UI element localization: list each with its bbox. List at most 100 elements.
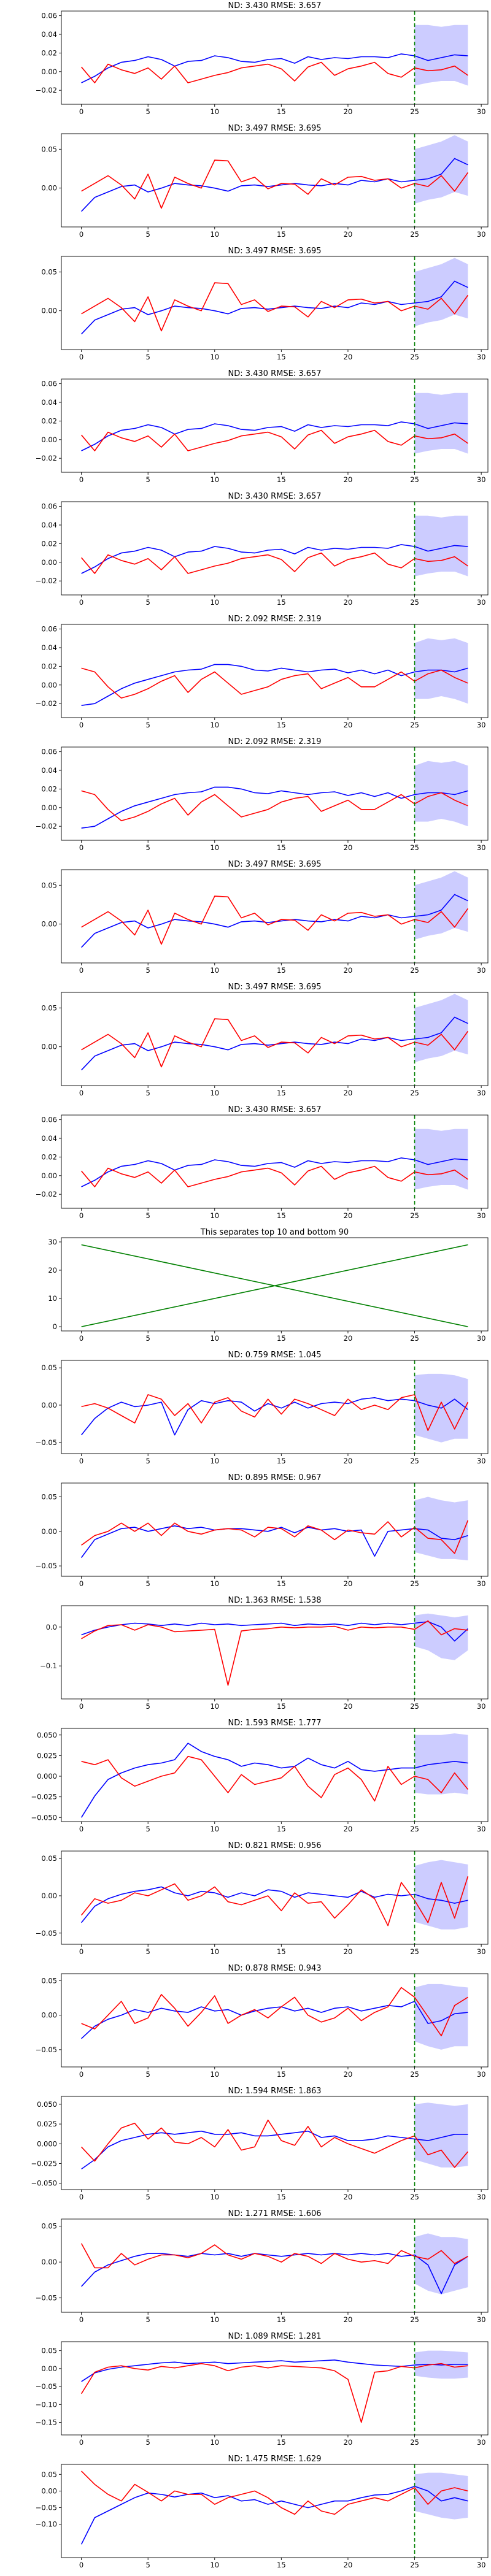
x-tick-label: 0: [79, 721, 83, 729]
y-tick-label: 30: [48, 1238, 57, 1246]
series-line-1: [81, 421, 468, 451]
series-line-2: [80, 552, 468, 574]
axes-frame: [61, 624, 489, 718]
x-tick-label: 25: [410, 475, 419, 484]
x-tick-label: 10: [210, 1211, 219, 1220]
x-tick-label: 10: [210, 107, 219, 116]
x-tick-label: 20: [344, 1702, 353, 1711]
x-tick-label: 10: [210, 2193, 219, 2201]
x-tick-label: 0: [79, 1579, 83, 1588]
x-tick-label: 10: [210, 475, 219, 484]
y-tick-label: 0.00: [41, 920, 57, 929]
y-tick-label: 0.02: [41, 662, 57, 670]
x-tick-label: 0: [79, 107, 83, 116]
y-tick-label: 0.06: [41, 625, 57, 634]
series-line-2: [81, 667, 468, 699]
plot-area: [80, 515, 468, 577]
y-tick-label: 0: [53, 1322, 57, 1331]
x-tick-label: 15: [277, 2561, 286, 2569]
chart-panel-7: ND: 2.092 RMSE: 2.319 0 5 10 15 20 25 30 −0.02 0.…: [36, 737, 489, 852]
y-tick-label: 0.0: [46, 1623, 57, 1631]
x-tick-label: 10: [210, 1947, 219, 1956]
y-tick-label: 0.00: [41, 2486, 57, 2495]
y-tick-label: −0.02: [36, 822, 57, 830]
x-tick-label: 30: [477, 107, 486, 116]
axes-frame: [61, 10, 489, 105]
chart-panel-3: ND: 3.497 RMSE: 3.695 0 5 10 15 20 25 30 0.00 0.0…: [41, 247, 489, 361]
chart-title: ND: 0.821 RMSE: 0.956: [228, 1841, 321, 1850]
x-tick-label: 10: [210, 843, 219, 852]
chart-panel-6: ND: 2.092 RMSE: 2.319 0 5 10 15 20 25 30 −0.02 0.…: [36, 615, 489, 729]
x-tick-label: 25: [410, 2438, 419, 2447]
x-tick-label: 25: [410, 2070, 419, 2079]
x-tick-label: 25: [410, 721, 419, 729]
axes-frame: [61, 2464, 489, 2558]
x-tick-label: 0: [79, 598, 83, 607]
x-tick-label: 0: [79, 1947, 83, 1956]
chart-title: ND: 3.430 RMSE: 3.657: [228, 1, 321, 10]
x-tick-label: 10: [210, 2438, 219, 2447]
axes-frame: [61, 133, 489, 228]
x-tick-label: 15: [277, 475, 286, 484]
x-tick-label: 20: [344, 1825, 353, 1833]
y-tick-label: 0.00: [41, 1527, 57, 1536]
axes-frame: [61, 869, 489, 964]
y-tick-label: −0.05: [36, 1438, 57, 1447]
x-tick-label: 20: [344, 353, 353, 361]
x-tick-label: 5: [146, 107, 150, 116]
chart-title: ND: 3.497 RMSE: 3.695: [228, 983, 321, 992]
forecast-band: [414, 994, 468, 1062]
x-tick-label: 5: [146, 721, 150, 729]
x-tick-label: 10: [210, 1089, 219, 1097]
x-tick-label: 30: [477, 2438, 486, 2447]
series-line-2: [80, 1165, 468, 1187]
series-line-2: [80, 2363, 468, 2423]
chart-title: ND: 0.895 RMSE: 0.967: [228, 1473, 321, 1482]
x-tick-label: 15: [277, 1825, 286, 1833]
x-tick-label: 5: [146, 2438, 150, 2447]
x-tick-label: 30: [477, 1825, 486, 1833]
y-tick-label: −0.025: [31, 1793, 57, 1801]
chart-title: ND: 1.271 RMSE: 1.606: [228, 2209, 321, 2218]
series-line-1: [81, 544, 468, 574]
x-tick-label: 5: [146, 966, 150, 975]
series-line-2: [80, 429, 468, 451]
x-tick-label: 20: [344, 1334, 353, 1343]
chart-title: ND: 3.497 RMSE: 3.695: [228, 124, 321, 133]
x-tick-label: 25: [410, 843, 419, 852]
chart-panel-14: ND: 1.363 RMSE: 1.538 0 5 10 15 20 25 30 −0.1 0.0: [40, 1596, 489, 1711]
x-tick-label: 15: [277, 2315, 286, 2324]
y-tick-label: 0.00: [41, 67, 57, 76]
axes-frame: [61, 1850, 489, 1945]
y-tick-label: 0.02: [41, 48, 57, 57]
x-tick-label: 30: [477, 475, 486, 484]
x-tick-label: 15: [277, 598, 286, 607]
y-tick-label: −0.02: [36, 1190, 57, 1198]
x-tick-label: 20: [344, 598, 353, 607]
x-tick-label: 15: [277, 966, 286, 975]
x-tick-label: 30: [477, 353, 486, 361]
axes-frame: [61, 1237, 489, 1332]
x-tick-label: 15: [277, 843, 286, 852]
x-tick-label: 0: [79, 843, 83, 852]
x-tick-label: 5: [146, 2193, 150, 2201]
y-tick-label: −0.050: [31, 2179, 57, 2188]
x-tick-label: 15: [277, 2438, 286, 2447]
y-tick-label: −0.05: [36, 1562, 57, 1570]
x-tick-label: 5: [146, 1089, 150, 1097]
x-tick-label: 30: [477, 2070, 486, 2079]
x-tick-label: 25: [410, 1947, 419, 1956]
y-tick-label: 0.000: [37, 1772, 57, 1781]
x-tick-label: 25: [410, 2193, 419, 2201]
axes-frame: [61, 1973, 489, 2068]
plot-area: [80, 2233, 468, 2294]
y-tick-label: −0.05: [36, 2382, 57, 2391]
plot-area: [81, 1984, 468, 2050]
forecast-band: [414, 2472, 468, 2520]
x-tick-label: 5: [146, 2315, 150, 2324]
y-tick-label: 20: [48, 1266, 57, 1275]
forecast-band: [414, 761, 468, 827]
x-tick-label: 10: [210, 230, 219, 239]
x-tick-label: 20: [344, 475, 353, 484]
axes-frame: [61, 746, 489, 841]
